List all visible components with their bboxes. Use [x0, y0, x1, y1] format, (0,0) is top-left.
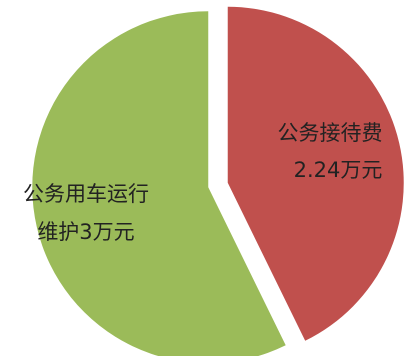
pie-slice-reception: [227, 6, 404, 341]
slice-label-vehicle-line1: 公务用车运行: [23, 182, 149, 206]
pie-slice-vehicle: [32, 11, 286, 356]
pie-slices: [32, 6, 404, 356]
slice-label-vehicle-line2: 维护3万元: [37, 220, 134, 244]
slice-label-reception-line1: 公务接待费: [278, 121, 383, 145]
slice-label-reception-line2: 2.24万元: [294, 158, 383, 182]
